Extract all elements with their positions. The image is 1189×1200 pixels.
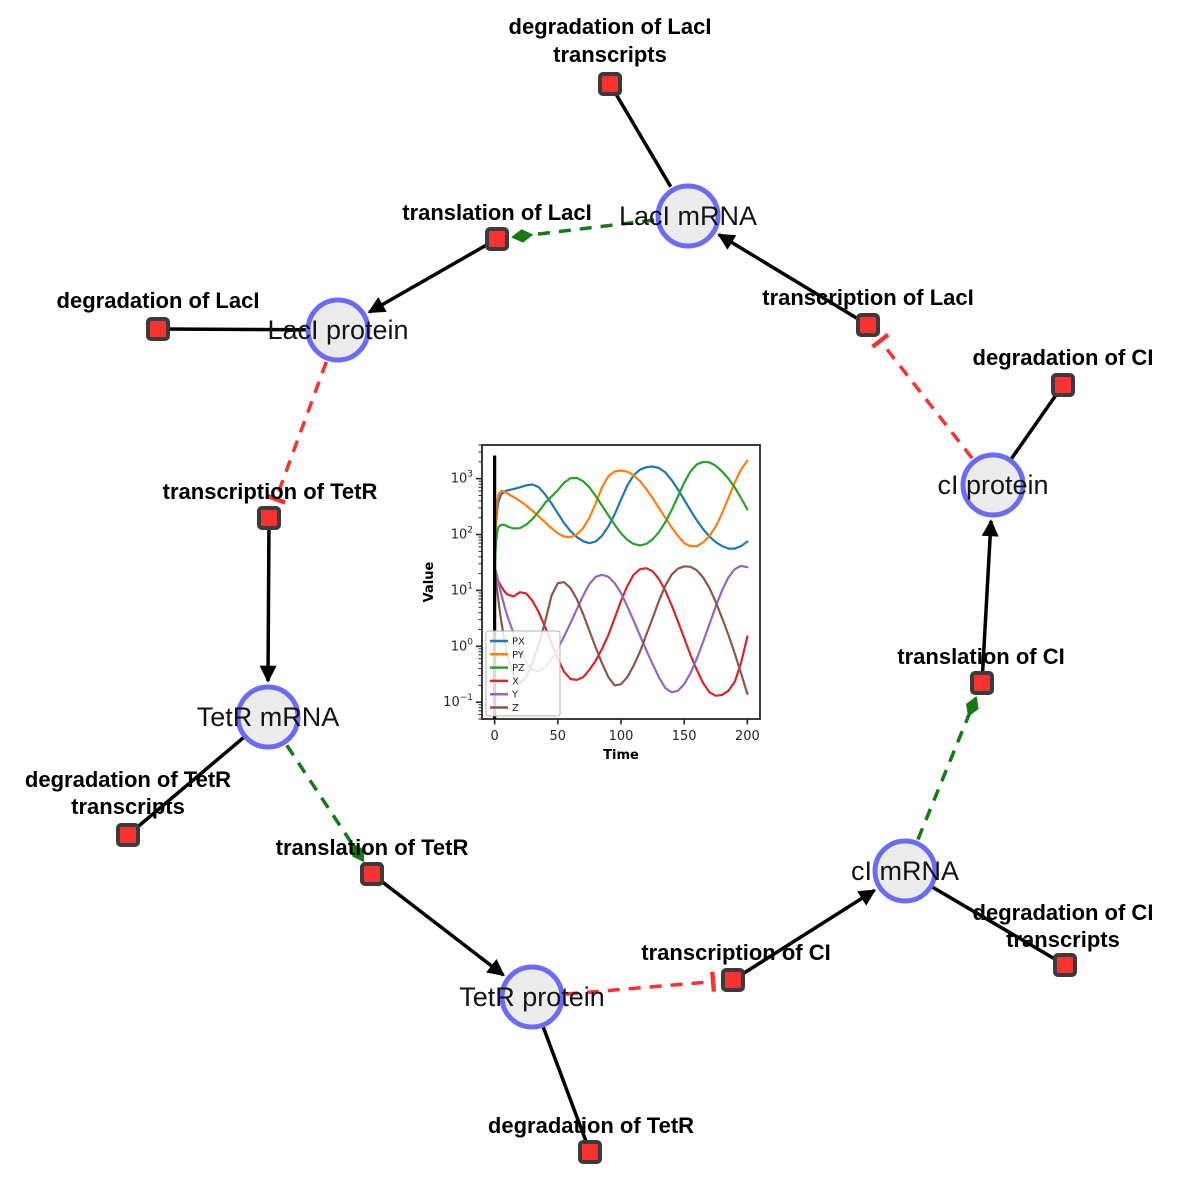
species-label-tetr-protein: TetR protein bbox=[459, 982, 605, 1012]
y-tick-label: 100 bbox=[451, 637, 474, 654]
chart-y-axis-label: Value bbox=[422, 561, 437, 602]
reaction-label-degradation-of-ci: degradation of CI bbox=[973, 345, 1154, 370]
legend-label-Y: Y bbox=[511, 690, 519, 701]
y-tick-label: 10−1 bbox=[443, 693, 473, 710]
reaction-node-degradation-of-laci-transcripts bbox=[598, 72, 622, 96]
reaction-node-translation-of-ci bbox=[970, 671, 994, 695]
edge-modifier-tetr-mrna-to-translation-of-tetr bbox=[285, 744, 365, 863]
y-tick-label: 101 bbox=[451, 581, 473, 598]
series-line-PY bbox=[493, 459, 749, 565]
labels: degradation of LacI transcripts translat… bbox=[25, 14, 1154, 1138]
reaction-label-degradation-of-tetr: degradation of TetR bbox=[488, 1113, 694, 1138]
reaction-label-transcription-of-laci: transcription of LacI bbox=[762, 285, 973, 310]
edge-translation-of-ci-to-ci-protein bbox=[980, 519, 999, 684]
inset-chart: 10−1 100 101 102 103 0 50 100 150 200 Time Value PX P… bbox=[422, 444, 761, 763]
edge-inhibition-ci-protein-to-transcription-of-laci bbox=[871, 332, 974, 460]
x-tick-label: 50 bbox=[550, 729, 567, 744]
reaction-node-transcription-of-laci bbox=[856, 313, 880, 337]
reaction-node-degradation-of-ci bbox=[1051, 373, 1075, 397]
y-tick-label: 103 bbox=[451, 470, 473, 487]
reaction-nodes bbox=[116, 72, 1077, 1164]
y-tick-label: 102 bbox=[451, 526, 473, 543]
reaction-label-degradation-of-laci: degradation of LacI bbox=[57, 288, 260, 313]
edge-modifier-laci-mrna-to-translation-of-laci bbox=[511, 218, 655, 243]
x-tick-label: 0 bbox=[490, 729, 498, 744]
species-label-laci-mrna: LacI mRNA bbox=[619, 201, 757, 231]
reaction-label-translation-of-ci: translation of CI bbox=[897, 644, 1064, 669]
reaction-label-translation-of-laci: translation of LacI bbox=[402, 200, 591, 225]
reaction-label-degradation-of-ci-transcripts-line1: degradation of CI bbox=[973, 900, 1154, 925]
species-node-tetr-protein bbox=[499, 964, 565, 1030]
series-line-X bbox=[493, 567, 749, 697]
edge-transcription-of-laci-to-laci-mrna bbox=[717, 233, 869, 327]
series-line-PZ bbox=[493, 460, 749, 570]
edge-transcription-of-tetr-to-tetr-mrna bbox=[259, 517, 277, 683]
series-line-PX bbox=[493, 465, 749, 553]
reaction-label-degradation-of-laci-transcripts-line1: degradation of LacI bbox=[509, 14, 712, 39]
species-node-ci-protein bbox=[960, 452, 1026, 518]
reaction-node-degradation-of-ci-transcripts bbox=[1053, 953, 1077, 977]
legend-label-PZ: PZ bbox=[512, 663, 525, 674]
reaction-label-degradation-of-tetr-transcripts-line1: degradation of TetR bbox=[25, 767, 231, 792]
species-nodes bbox=[235, 183, 1026, 1030]
species-label-laci-protein: LacI protein bbox=[267, 315, 408, 345]
chart-x-axis-label: Time bbox=[603, 748, 639, 763]
reaction-node-translation-of-tetr bbox=[360, 862, 384, 886]
legend-label-X: X bbox=[512, 676, 519, 687]
species-label-ci-mrna: cI mRNA bbox=[851, 856, 959, 886]
species-label-ci-protein: cI protein bbox=[937, 470, 1048, 500]
edges bbox=[126, 83, 1066, 1153]
reaction-label-translation-of-tetr: translation of TetR bbox=[276, 835, 469, 860]
legend-label-PX: PX bbox=[512, 637, 525, 648]
reaction-label-transcription-of-ci: transcription of CI bbox=[641, 940, 830, 965]
edge-modifier-ci-mrna-to-translation-of-ci bbox=[916, 696, 979, 841]
legend-label-Z: Z bbox=[512, 703, 519, 714]
species-node-tetr-mrna bbox=[235, 684, 301, 750]
edge-translation-of-laci-to-laci-protein bbox=[367, 237, 498, 314]
reaction-node-degradation-of-tetr bbox=[578, 1140, 602, 1164]
reaction-node-degradation-of-tetr-transcripts bbox=[116, 823, 140, 847]
reaction-label-degradation-of-ci-transcripts-line2: transcripts bbox=[1006, 927, 1120, 952]
edge-translation-of-tetr-to-tetr-protein bbox=[370, 872, 505, 977]
reaction-node-transcription-of-ci bbox=[721, 968, 745, 992]
x-tick-label: 100 bbox=[609, 729, 634, 744]
edge-transcription-of-ci-to-ci-mrna bbox=[732, 888, 877, 982]
reaction-node-translation-of-laci bbox=[485, 227, 509, 251]
species-node-ci-mrna bbox=[872, 838, 938, 904]
edge-laci-mrna-to-degradation-of-laci-transcripts bbox=[608, 83, 673, 188]
species-label-tetr-mrna: TetR mRNA bbox=[197, 702, 340, 732]
reaction-label-degradation-of-laci-transcripts-line2: transcripts bbox=[553, 42, 667, 67]
x-tick-label: 200 bbox=[735, 729, 760, 744]
reaction-node-degradation-of-laci bbox=[146, 317, 170, 341]
reaction-node-transcription-of-tetr bbox=[257, 506, 281, 530]
legend-label-PY: PY bbox=[512, 650, 525, 661]
species-node-laci-protein bbox=[305, 297, 371, 363]
reaction-label-degradation-of-tetr-transcripts-line2: transcripts bbox=[71, 794, 185, 819]
edge-inhibition-laci-protein-to-transcription-of-tetr bbox=[265, 361, 328, 505]
x-tick-label: 150 bbox=[672, 729, 697, 744]
edge-inhibition-tetr-protein-to-transcription-of-ci bbox=[565, 971, 717, 996]
species-node-laci-mrna bbox=[655, 183, 721, 249]
reaction-label-transcription-of-tetr: transcription of TetR bbox=[163, 479, 378, 504]
